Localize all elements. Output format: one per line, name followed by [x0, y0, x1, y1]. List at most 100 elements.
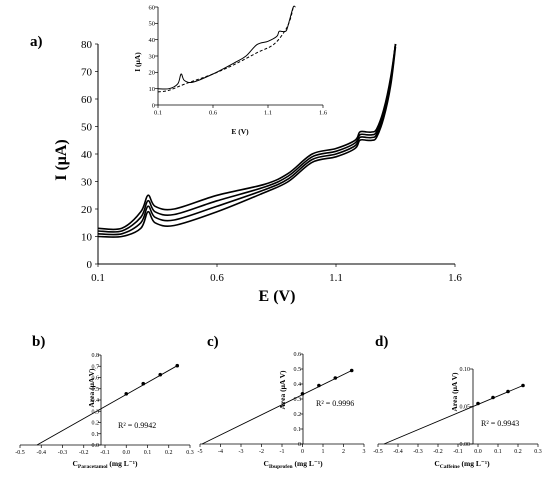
panel-b-point: [158, 372, 163, 377]
inset-x-tick-label: 0.1: [154, 110, 162, 117]
inset-y-tick-label: 60: [149, 4, 156, 11]
panel-c-y-tick-label: 0.6: [294, 352, 302, 358]
panel-d-y-tick-label: 0.05: [460, 405, 471, 411]
inset-series-line-solid: [157, 5, 296, 90]
panel-d-x-tick-label: -0.2: [433, 449, 443, 455]
panel-d-y-axis-title: Area (μA V): [450, 372, 459, 411]
inset-y-tick-label: 20: [149, 70, 156, 77]
panel-a-y-tick-label: 0: [87, 259, 93, 271]
panel-a-series-line: [97, 46, 397, 238]
panel-d-x-axis-title: CCaffeine (mg L⁻¹): [434, 459, 490, 470]
panel-c-point: [300, 391, 305, 396]
panel-c-y-tick-label: 0.4: [294, 382, 302, 388]
inset-y-tick-label: 10: [149, 86, 156, 93]
panel-b-point: [175, 363, 180, 368]
panel-d-fit-line: [383, 385, 524, 445]
panel-d-marks: [377, 368, 539, 447]
panel-d-x-tick-label: -0.4: [393, 449, 403, 455]
panel-b-y-tick-label: 0.2: [92, 421, 100, 427]
panel-a-x-tick-label: 0.1: [91, 272, 105, 284]
panel-a-y-tick-label: 50: [81, 121, 93, 133]
panel-c-x-axis-title: CIbuprofen (mg L⁻¹): [263, 459, 323, 470]
panel-c-x-title-unit: (mg L⁻¹): [293, 459, 323, 468]
inset-y-tick-label: 0: [152, 102, 155, 109]
panel-d-x-title-sub: Caffeine: [440, 464, 460, 470]
panel-c-y-tick-label: 0.1: [294, 427, 302, 433]
panel-c-y-axis-title: Area (μA V): [278, 370, 287, 409]
panel-c-x-title-sub: Ibuprofen: [269, 464, 293, 470]
panel-a-y-tick-label: 70: [81, 66, 93, 78]
panel-b-y-tick-label: 0.6: [92, 376, 100, 382]
panel-b-x-axis-title: CParacetamol (mg L⁻¹): [73, 459, 139, 470]
panel-d-label: d): [375, 334, 388, 350]
panel-c-y-tick-label: 0.2: [294, 412, 302, 418]
panel-d-x-tick-labels: -0.5 -0.4 -0.3 -0.2 -0.1 0.0 0.1 0.2 0.3: [373, 449, 542, 455]
inset-y-axis-title: I (μA): [133, 52, 142, 72]
panel-a-y-tick-label: 20: [81, 204, 93, 216]
inset-series-line-dashed: [157, 6, 294, 93]
panel-a-series-line: [97, 43, 397, 236]
panel-b-x-tick-label: 0.3: [186, 450, 194, 456]
panel-a-x-axis-title: E (V): [259, 288, 296, 305]
panel-a-y-tick-label: 40: [81, 149, 93, 161]
panel-d-x-tick-label: 0.3: [534, 449, 542, 455]
panel-b-x-tick-label: -0.5: [15, 450, 25, 456]
inset-x-tick-labels: 0.1 0.6 1.1 1.6: [154, 110, 328, 117]
panel-c-x-tick-labels: -5 -4 -3 -2 -1 0 1 2 3: [198, 449, 366, 455]
panel-c-x-tick-label: 1: [322, 449, 325, 455]
panel-b-label: b): [32, 334, 45, 350]
panel-b-point: [141, 381, 146, 386]
panel-b: b) 0.0 0.1 0.2 0.3 0.4 0.5 0.6 0.7 0.8 -…: [15, 334, 194, 470]
panel-a-x-tick-label: 1.1: [329, 272, 343, 284]
panel-c-r2: R² = 0.9996: [316, 399, 354, 408]
inset-y-tick-labels: 0 10 20 30 40 50 60: [149, 4, 156, 109]
panel-b-y-tick-label: 0.5: [92, 387, 100, 393]
panel-b-x-title-main: C: [73, 459, 78, 468]
panel-b-y-tick-label: 0.0: [92, 443, 100, 449]
inset-y-tick-label: 50: [149, 21, 156, 28]
panel-d-x-title-main: C: [434, 459, 439, 468]
panel-d-x-tick-label: 0.0: [474, 449, 482, 455]
panel-b-x-tick-labels: -0.5 -0.4 -0.3 -0.2 -0.1 0.0 0.1 0.2 0.3: [15, 450, 194, 456]
panel-d-point: [521, 383, 525, 388]
panel-c-x-tick-label: 2: [342, 449, 345, 455]
panel-c-x-tick-label: 0: [301, 449, 304, 455]
panel-c-point: [333, 376, 338, 380]
panel-a: a) 0 10 20 30 40 50 60 70 80 0.1 0.6 1.1…: [30, 4, 462, 305]
panel-c-y-tick-labels: 0 0.1 0.2 0.3 0.4 0.5 0.6: [294, 352, 302, 448]
panel-c-marks: [199, 353, 365, 447]
panel-a-y-tick-label: 10: [81, 231, 93, 243]
panel-b-x-title-sub: Paracetamol: [78, 464, 108, 470]
panel-b-fit-line: [36, 365, 178, 446]
panel-b-r2: R² = 0.9942: [118, 421, 156, 430]
panel-a-y-tick-labels: 0 10 20 30 40 50 60 70 80: [81, 39, 93, 271]
inset-x-tick-label: 1.6: [319, 110, 328, 117]
panel-c-y-tick-label: 0: [298, 442, 301, 448]
inset-x-tick-label: 1.1: [264, 110, 272, 117]
panel-a-y-tick-label: 30: [81, 176, 93, 188]
panel-a-x-tick-labels: 0.1 0.6 1.1 1.6: [91, 272, 462, 284]
panel-d-x-title-unit: (mg L⁻¹): [460, 459, 490, 468]
panel-c: c) 0 0.1 0.2 0.3 0.4 0.5 0.6 -5 -4 -3 -2…: [198, 334, 366, 470]
panel-c-x-tick-label: -3: [239, 449, 244, 455]
panel-d-x-tick-label: 0.1: [494, 449, 502, 455]
panel-c-point: [317, 383, 321, 388]
panel-c-fit-line: [201, 370, 352, 445]
panel-c-label: c): [207, 334, 219, 350]
panel-a-series-line: [97, 43, 397, 233]
panel-b-x-tick-label: 0.2: [165, 450, 173, 456]
panel-d-point: [476, 401, 480, 406]
panel-c-x-tick-label: -4: [218, 449, 223, 455]
inset-x-axis-title: E (V): [231, 127, 249, 136]
panel-b-y-tick-label: 0.1: [92, 432, 100, 438]
panel-b-y-tick-label: 0.4: [92, 398, 100, 404]
panel-a-label: a): [30, 34, 43, 50]
panel-b-y-tick-label: 0.7: [92, 364, 100, 370]
panel-a-y-tick-label: 80: [81, 39, 93, 51]
panel-c-point: [349, 368, 354, 373]
inset-y-tick-label: 30: [149, 53, 156, 60]
panel-b-x-title-unit: (mg L⁻¹): [108, 459, 138, 468]
panel-a-inset: 0 10 20 30 40 50 60 0.1 0.6 1.1 1.6 I (μ…: [133, 4, 328, 136]
panel-b-x-tick-label: -0.3: [58, 450, 68, 456]
